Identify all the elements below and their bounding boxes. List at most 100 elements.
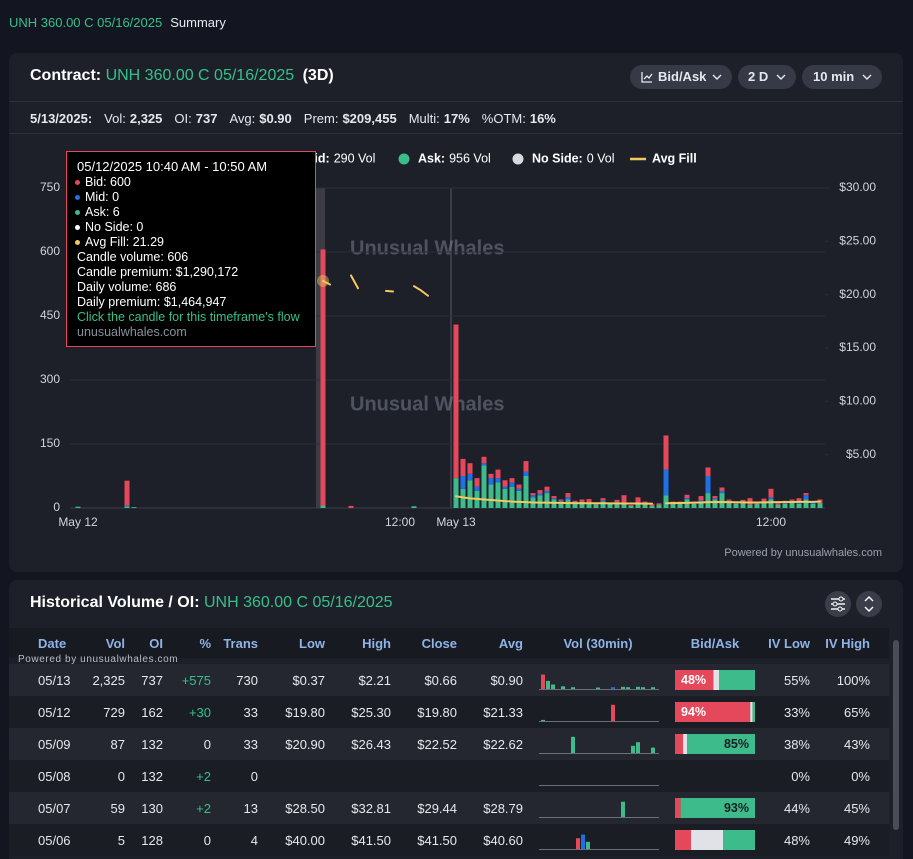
table-cell: 162 bbox=[141, 705, 163, 720]
bar-segment bbox=[544, 493, 550, 508]
bar-segment bbox=[488, 484, 494, 508]
bar-segment bbox=[621, 503, 627, 508]
stat-label: Multi: bbox=[408, 111, 440, 126]
expand-button[interactable] bbox=[856, 591, 882, 617]
table-cell: 0 bbox=[203, 833, 211, 848]
spark-bar bbox=[571, 687, 575, 689]
bar-segment bbox=[124, 506, 130, 508]
spark-bar bbox=[621, 801, 625, 817]
spark-bar bbox=[576, 838, 580, 849]
bar-segment bbox=[530, 493, 536, 496]
bidask-button[interactable]: Bid/Ask bbox=[630, 65, 732, 89]
bar-segment bbox=[810, 502, 816, 504]
summary-tab[interactable]: Summary bbox=[170, 15, 226, 30]
bar-segment bbox=[131, 507, 137, 508]
tooltip-item: No Side: 0 bbox=[75, 220, 143, 234]
legend-name: Avg Fill bbox=[652, 151, 697, 165]
bar-segment bbox=[579, 501, 585, 508]
table-cell: 0 bbox=[117, 769, 125, 784]
tooltip-text: Mid: 0 bbox=[85, 190, 120, 204]
powered-by: Powered by unusualwhales.com bbox=[724, 547, 882, 559]
spark-bar bbox=[631, 745, 635, 753]
bar-segment bbox=[726, 501, 732, 508]
column-header: Trans bbox=[223, 636, 258, 651]
table-cell: $29.44 bbox=[417, 801, 457, 816]
interval-button[interactable]: 10 min bbox=[802, 65, 882, 89]
history-controls bbox=[825, 591, 882, 617]
contract-range: (3D) bbox=[302, 67, 334, 84]
scrollbar[interactable] bbox=[893, 640, 899, 830]
bar-segment bbox=[460, 458, 466, 476]
bar-segment bbox=[642, 501, 648, 503]
bar-segment bbox=[803, 493, 809, 496]
bidask-segment bbox=[723, 830, 755, 850]
bar-segment bbox=[810, 503, 816, 508]
spark-bar bbox=[551, 684, 555, 689]
bar-segment bbox=[621, 495, 627, 504]
bar-segment bbox=[516, 490, 522, 508]
bidask-segment bbox=[675, 798, 681, 818]
tooltip-item: Mid: 0 bbox=[75, 190, 119, 204]
table-cell: 48% bbox=[783, 833, 810, 848]
table-cell: 33 bbox=[243, 737, 258, 752]
bar-segment bbox=[565, 497, 571, 500]
table-cell: 49% bbox=[843, 833, 870, 848]
tooltip-text: Bid: 600 bbox=[85, 175, 131, 189]
contract-label: Contract: bbox=[30, 67, 102, 84]
table-cell: 44% bbox=[783, 801, 810, 816]
settings-button[interactable] bbox=[825, 591, 851, 617]
bar-segment bbox=[691, 503, 697, 508]
stat-label: Prem: bbox=[303, 111, 339, 126]
separator bbox=[9, 101, 903, 102]
bar-segment bbox=[719, 487, 725, 491]
chart-icon bbox=[641, 72, 653, 83]
bar-segment bbox=[740, 502, 746, 508]
column-header: Low bbox=[299, 636, 325, 651]
tooltip-text: No Side: 0 bbox=[85, 220, 144, 234]
bar-segment bbox=[600, 501, 606, 508]
bar-segment bbox=[761, 502, 767, 508]
bar-segment bbox=[740, 499, 746, 503]
tooltip-line: Candle premium: $1,290,172 bbox=[77, 265, 239, 279]
bar-segment bbox=[565, 493, 571, 498]
bar-segment bbox=[481, 456, 487, 464]
bar-segment bbox=[761, 498, 767, 503]
bar-segment bbox=[586, 499, 592, 503]
bar-segment bbox=[544, 490, 550, 494]
bar-segment bbox=[747, 498, 753, 505]
button-label: Bid/Ask bbox=[658, 69, 707, 84]
bar-segment bbox=[579, 499, 585, 502]
x-tick-label: May 12 bbox=[58, 515, 98, 529]
y2-tick-label: $15.00 bbox=[839, 340, 876, 354]
column-header: % bbox=[199, 636, 211, 651]
bidask-segment bbox=[680, 798, 755, 818]
symbol: UNH 360.00 C 05/16/2025 bbox=[9, 15, 163, 30]
bidask-label: 48% bbox=[681, 673, 706, 687]
spark-bar bbox=[541, 674, 545, 689]
tooltip-item: Bid: 600 bbox=[75, 175, 131, 189]
bar-segment bbox=[712, 499, 718, 508]
bar-segment bbox=[705, 493, 711, 508]
tooltip: 05/12/2025 10:40 AM - 10:50 AM Bid: 600 Mi… bbox=[66, 151, 316, 347]
table-cell: 45% bbox=[843, 801, 870, 816]
bidask-bar: 48% bbox=[675, 670, 755, 690]
y2-tick-label: $25.00 bbox=[839, 234, 876, 248]
symbol-tab[interactable]: UNH 360.00 C 05/16/2025 Summary bbox=[9, 15, 226, 30]
bar-segment bbox=[75, 506, 81, 508]
range-button[interactable]: 2 D bbox=[738, 65, 796, 89]
bar-segment bbox=[516, 488, 522, 491]
spark-bar bbox=[541, 719, 545, 721]
table-cell: 13 bbox=[243, 801, 258, 816]
bar-segment bbox=[320, 505, 326, 508]
bar-segment bbox=[509, 486, 515, 508]
contract-symbol: UNH 360.00 C 05/16/2025 bbox=[105, 67, 295, 84]
legend-swatch bbox=[398, 153, 410, 165]
column-header: Bid/Ask bbox=[690, 636, 740, 651]
bar-segment bbox=[614, 499, 620, 503]
bar-segment bbox=[453, 324, 459, 479]
table-cell: $22.62 bbox=[483, 737, 523, 752]
table-cell: $19.80 bbox=[417, 705, 457, 720]
tooltip-link[interactable]: Click the candle for this timeframe's fl… bbox=[77, 310, 300, 324]
bar-segment bbox=[460, 488, 466, 508]
